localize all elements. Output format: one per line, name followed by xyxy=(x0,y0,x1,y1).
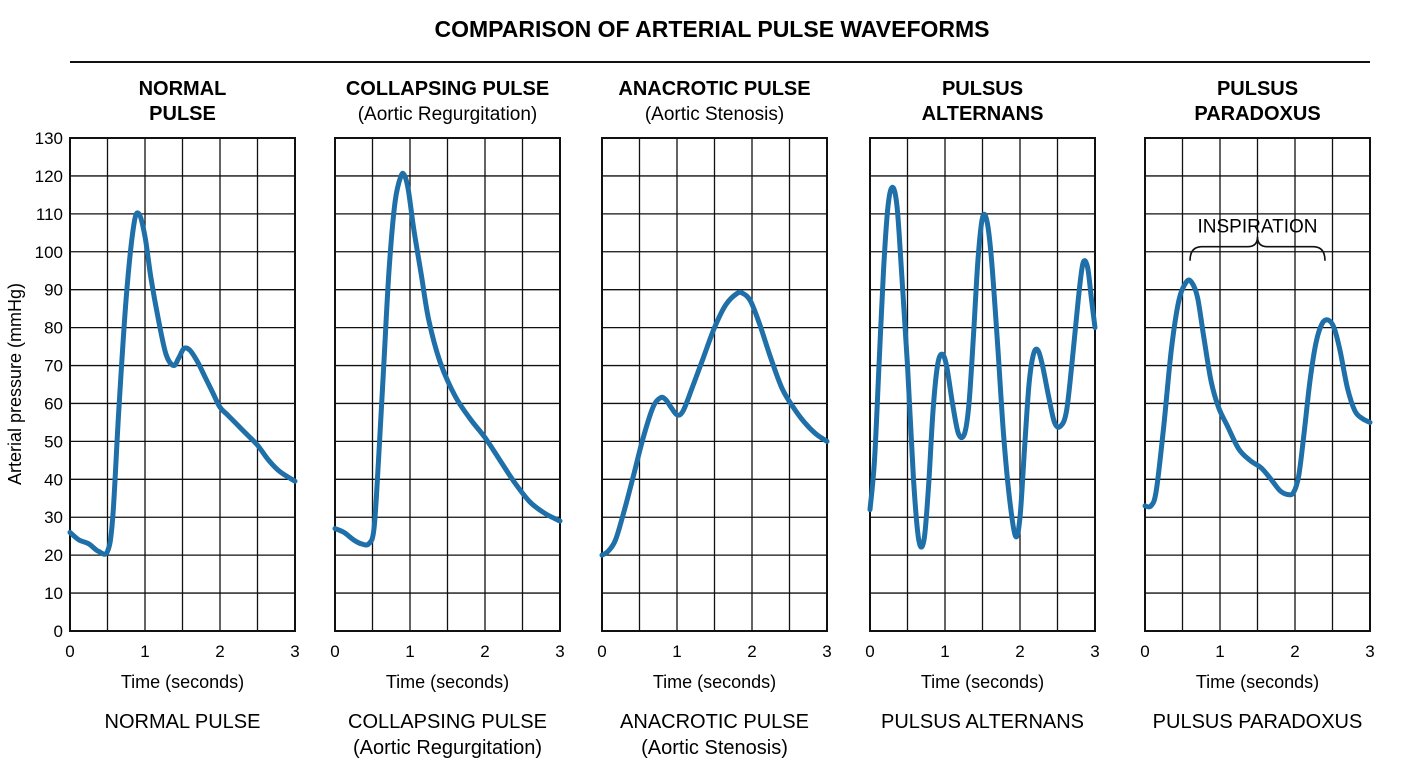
panel-title: PARADOXUS xyxy=(1194,103,1320,125)
panel-title: PULSUS xyxy=(942,78,1023,100)
panel-caption: PULSUS PARADOXUS xyxy=(1153,711,1363,733)
y-tick-label: 130 xyxy=(35,129,63,148)
y-tick-label: 90 xyxy=(44,281,63,300)
waveform-line xyxy=(867,184,1098,550)
x-tick-label: 3 xyxy=(1365,642,1374,661)
x-axis-label: Time (seconds) xyxy=(921,672,1044,692)
y-tick-label: 70 xyxy=(44,357,63,376)
grid xyxy=(870,138,1095,631)
y-tick-label: 100 xyxy=(35,243,63,262)
x-tick-label: 2 xyxy=(1015,642,1024,661)
panel-title: ANACROTIC PULSE xyxy=(618,78,810,100)
panel-caption: ANACROTIC PULSE xyxy=(620,711,809,733)
x-axis-label: Time (seconds) xyxy=(386,672,509,692)
x-tick-label: 2 xyxy=(1290,642,1299,661)
plot-frame xyxy=(601,137,828,632)
chart-panel-5: PULSUS PARADOXUS 0 1 2 3 Time (seconds) PULSUS … xyxy=(1140,78,1374,733)
panel-title: COLLAPSING PULSE xyxy=(346,78,549,100)
x-tick-label: 0 xyxy=(865,642,874,661)
x-tick-label: 0 xyxy=(1140,642,1149,661)
x-tick-label: 3 xyxy=(822,642,831,661)
x-axis-label: Time (seconds) xyxy=(121,672,244,692)
x-tick-label: 3 xyxy=(290,642,299,661)
annotation-bracket xyxy=(1189,236,1326,261)
grid xyxy=(602,138,827,631)
y-tick-label: 40 xyxy=(44,470,63,489)
x-axis-label: Time (seconds) xyxy=(1196,672,1319,692)
waveform-line xyxy=(67,210,298,557)
y-tick-label: 80 xyxy=(44,319,63,338)
annotation-label: INSPIRATION xyxy=(1198,217,1318,238)
panel-caption: COLLAPSING PULSE xyxy=(348,711,547,733)
chart-panel-4: PULSUS ALTERNANS 0 1 2 3 Time (seconds) PULSUS … xyxy=(865,78,1099,733)
plot-frame xyxy=(869,137,1096,632)
x-tick-label: 0 xyxy=(330,642,339,661)
panel-caption: PULSUS ALTERNANS xyxy=(881,711,1084,733)
panel-caption: (Aortic Regurgitation) xyxy=(353,737,542,759)
x-tick-label: 1 xyxy=(1215,642,1224,661)
y-tick-label: 10 xyxy=(44,584,63,603)
x-tick-label: 1 xyxy=(140,642,149,661)
panel-subtitle: (Aortic Regurgitation) xyxy=(358,104,538,125)
panel-title: PULSE xyxy=(149,103,216,125)
panel-title: ALTERNANS xyxy=(922,103,1044,125)
x-axis-label: Time (seconds) xyxy=(653,672,776,692)
panel-title: NORMAL xyxy=(139,78,227,100)
x-tick-label: 2 xyxy=(480,642,489,661)
figure-title: COMPARISON OF ARTERIAL PULSE WAVEFORMS xyxy=(435,16,990,42)
panel-subtitle: (Aortic Stenosis) xyxy=(645,104,784,125)
y-tick-label: 0 xyxy=(54,622,63,641)
panel-title: PULSUS xyxy=(1217,78,1298,100)
x-tick-label: 2 xyxy=(747,642,756,661)
waveform-line xyxy=(599,289,830,558)
x-tick-label: 1 xyxy=(672,642,681,661)
y-tick-label: 60 xyxy=(44,394,63,413)
plot-frame xyxy=(334,137,561,632)
x-tick-label: 2 xyxy=(215,642,224,661)
x-tick-label: 0 xyxy=(65,642,74,661)
waveform-line xyxy=(1142,277,1373,510)
y-tick-label: 110 xyxy=(36,205,63,224)
chart-panel-3: ANACROTIC PULSE (Aortic Stenosis) 0 1 2 3 Time… xyxy=(597,78,831,759)
y-tick-label: 30 xyxy=(44,508,63,527)
grid xyxy=(1145,138,1370,631)
x-tick-label: 1 xyxy=(940,642,949,661)
waveform-line xyxy=(332,170,563,548)
grid xyxy=(70,138,295,631)
panel-caption: (Aortic Stenosis) xyxy=(641,737,788,759)
y-tick-label: 120 xyxy=(35,167,63,186)
plot-frame xyxy=(69,137,296,632)
y-tick-label: 20 xyxy=(44,546,63,565)
chart-panel-2: COLLAPSING PULSE (Aortic Regurgitation) 0 1… xyxy=(330,78,564,759)
panel-caption: NORMAL PULSE xyxy=(105,711,261,733)
y-axis-label: Arterial pressure (mmHg) xyxy=(5,283,25,485)
plot-frame xyxy=(1144,137,1371,632)
y-tick-label: 50 xyxy=(44,432,63,451)
x-tick-label: 3 xyxy=(1090,642,1099,661)
x-tick-label: 3 xyxy=(555,642,564,661)
x-tick-label: 0 xyxy=(597,642,606,661)
x-tick-label: 1 xyxy=(405,642,414,661)
